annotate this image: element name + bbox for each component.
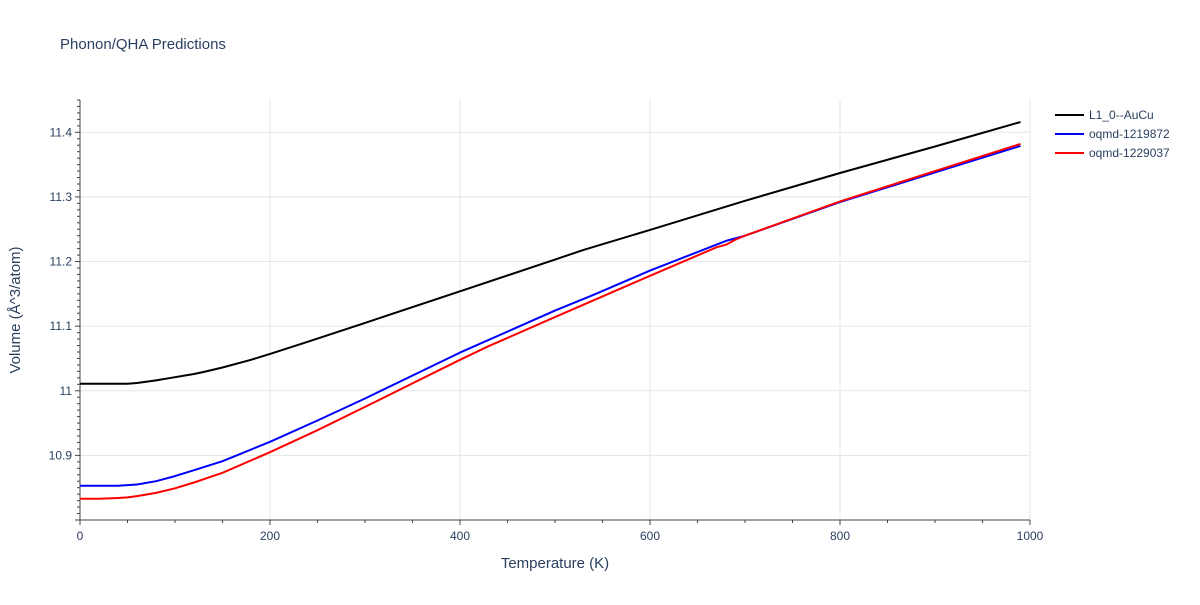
legend-label-1: oqmd-1219872: [1089, 127, 1170, 141]
y-tick-label: 11: [60, 384, 73, 398]
axes: 0 200 400 600 800 1000 10.9 11 11.1 11.2 11.3 11.4: [49, 99, 1044, 543]
x-tick-label: 400: [450, 529, 470, 543]
legend-label-0: L1_0--AuCu: [1089, 108, 1154, 122]
y-tick-label: 10.9: [49, 448, 73, 462]
series-line-0: [80, 121, 1021, 385]
y-axis-label: Volume (Å^3/atom): [7, 246, 24, 373]
x-tick-label: 600: [640, 529, 660, 543]
chart-title: Phonon/QHA Predictions: [60, 36, 226, 53]
legend-label-2: oqmd-1229037: [1089, 146, 1170, 160]
y-tick-label: 11.1: [50, 319, 73, 333]
x-tick-label: 0: [77, 529, 84, 543]
series-line-2: [80, 142, 1021, 500]
series-lines: [80, 121, 1021, 500]
x-axis-label: Temperature (K): [501, 555, 609, 572]
x-tick-label: 1000: [1017, 529, 1044, 543]
x-tick-label: 800: [830, 529, 850, 543]
y-tick-label: 11.3: [50, 190, 73, 204]
x-tick-label: 200: [260, 529, 280, 543]
y-tick-label: 11.2: [50, 255, 73, 269]
legend: L1_0--AuCu oqmd-1219872 oqmd-1229037: [1055, 108, 1170, 160]
y-tick-label: 11.4: [50, 125, 73, 139]
